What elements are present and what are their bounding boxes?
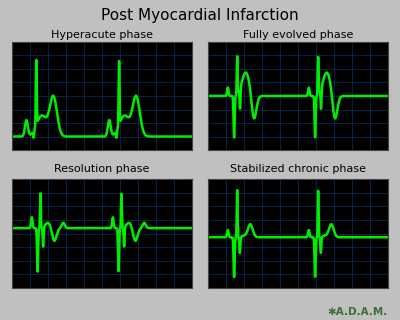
Text: Resolution phase: Resolution phase: [54, 164, 150, 174]
Text: Stabilized chronic phase: Stabilized chronic phase: [230, 164, 366, 174]
Text: Fully evolved phase: Fully evolved phase: [243, 30, 353, 40]
Text: Post Myocardial Infarction: Post Myocardial Infarction: [101, 8, 299, 23]
Text: Hyperacute phase: Hyperacute phase: [51, 30, 153, 40]
Text: ✱A.D.A.M.: ✱A.D.A.M.: [328, 307, 388, 317]
